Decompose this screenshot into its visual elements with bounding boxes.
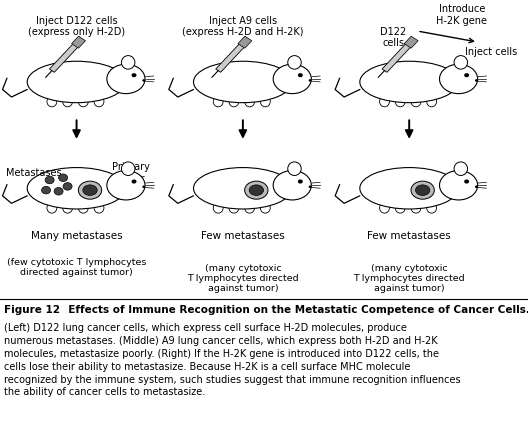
Ellipse shape [94, 96, 104, 107]
Text: Effects of Immune Recognition on the Metastatic Competence of Cancer Cells.: Effects of Immune Recognition on the Met… [61, 305, 528, 315]
Ellipse shape [454, 162, 468, 175]
Ellipse shape [380, 202, 390, 213]
Circle shape [475, 79, 478, 82]
Text: D122
cells: D122 cells [380, 27, 407, 48]
Bar [404, 36, 418, 48]
Ellipse shape [193, 167, 293, 209]
Ellipse shape [439, 64, 478, 93]
Ellipse shape [244, 96, 254, 107]
Ellipse shape [47, 96, 57, 107]
Ellipse shape [360, 61, 458, 103]
Text: Inject A9 cells
(express H-2D and H-2K): Inject A9 cells (express H-2D and H-2K) [182, 16, 304, 37]
Circle shape [464, 179, 469, 183]
Ellipse shape [78, 202, 88, 213]
Ellipse shape [360, 167, 458, 209]
Ellipse shape [427, 202, 437, 213]
Circle shape [298, 179, 303, 183]
Text: Few metastases: Few metastases [367, 231, 451, 241]
Ellipse shape [107, 64, 145, 93]
Ellipse shape [244, 181, 268, 199]
Circle shape [42, 187, 51, 194]
Ellipse shape [439, 171, 478, 200]
Ellipse shape [288, 162, 301, 175]
Text: Few metastases: Few metastases [201, 231, 285, 241]
Ellipse shape [416, 185, 430, 195]
Ellipse shape [380, 96, 390, 107]
Ellipse shape [244, 202, 254, 213]
Circle shape [54, 187, 63, 195]
Text: Many metastases: Many metastases [31, 231, 122, 241]
Circle shape [464, 73, 469, 77]
Circle shape [45, 176, 54, 184]
Text: Figure 12: Figure 12 [4, 305, 60, 315]
Circle shape [309, 186, 312, 188]
Text: Metastases: Metastases [6, 168, 62, 178]
Ellipse shape [27, 61, 126, 103]
Ellipse shape [83, 185, 97, 195]
Text: Primary
tumor: Primary tumor [112, 162, 150, 183]
Ellipse shape [395, 96, 405, 107]
Text: (Left) D122 lung cancer cells, which express cell surface H-2D molecules, produc: (Left) D122 lung cancer cells, which exp… [4, 323, 461, 397]
Bar [382, 43, 412, 72]
Ellipse shape [121, 56, 135, 69]
Ellipse shape [213, 202, 223, 213]
Circle shape [59, 174, 68, 182]
Text: (many cytotoxic
T lymphocytes directed
against tumor): (many cytotoxic T lymphocytes directed a… [187, 264, 299, 293]
Ellipse shape [27, 167, 126, 209]
Circle shape [298, 73, 303, 77]
Bar [50, 43, 79, 72]
Text: (few cytotoxic T lymphocytes
directed against tumor): (few cytotoxic T lymphocytes directed ag… [7, 258, 146, 277]
Ellipse shape [427, 96, 437, 107]
Ellipse shape [78, 96, 88, 107]
Circle shape [143, 186, 145, 188]
Ellipse shape [260, 202, 270, 213]
Circle shape [63, 183, 72, 190]
Bar [216, 43, 246, 72]
Ellipse shape [411, 181, 435, 199]
Ellipse shape [47, 202, 57, 213]
Ellipse shape [454, 56, 468, 69]
Ellipse shape [63, 202, 72, 213]
Ellipse shape [288, 56, 301, 69]
Circle shape [131, 179, 136, 183]
Circle shape [309, 79, 312, 82]
Bar [238, 36, 252, 48]
Ellipse shape [411, 96, 421, 107]
Text: Inject cells: Inject cells [465, 47, 517, 57]
Ellipse shape [249, 185, 263, 195]
Ellipse shape [229, 96, 239, 107]
Ellipse shape [411, 202, 421, 213]
Ellipse shape [121, 162, 135, 175]
Text: Introduce
H-2K gene: Introduce H-2K gene [437, 4, 487, 26]
Ellipse shape [273, 64, 312, 93]
Bar [72, 36, 86, 48]
Text: Inject D122 cells
(express only H-2D): Inject D122 cells (express only H-2D) [28, 16, 125, 37]
Ellipse shape [107, 171, 145, 200]
Ellipse shape [395, 202, 405, 213]
Ellipse shape [63, 96, 72, 107]
Ellipse shape [260, 96, 270, 107]
Ellipse shape [94, 202, 104, 213]
Text: (many cytotoxic
T lymphocytes directed
against tumor): (many cytotoxic T lymphocytes directed a… [353, 264, 465, 293]
Ellipse shape [78, 181, 102, 199]
Circle shape [143, 79, 145, 82]
Ellipse shape [273, 171, 312, 200]
Ellipse shape [213, 96, 223, 107]
Ellipse shape [229, 202, 239, 213]
Ellipse shape [193, 61, 293, 103]
Circle shape [131, 73, 136, 77]
Circle shape [475, 186, 478, 188]
